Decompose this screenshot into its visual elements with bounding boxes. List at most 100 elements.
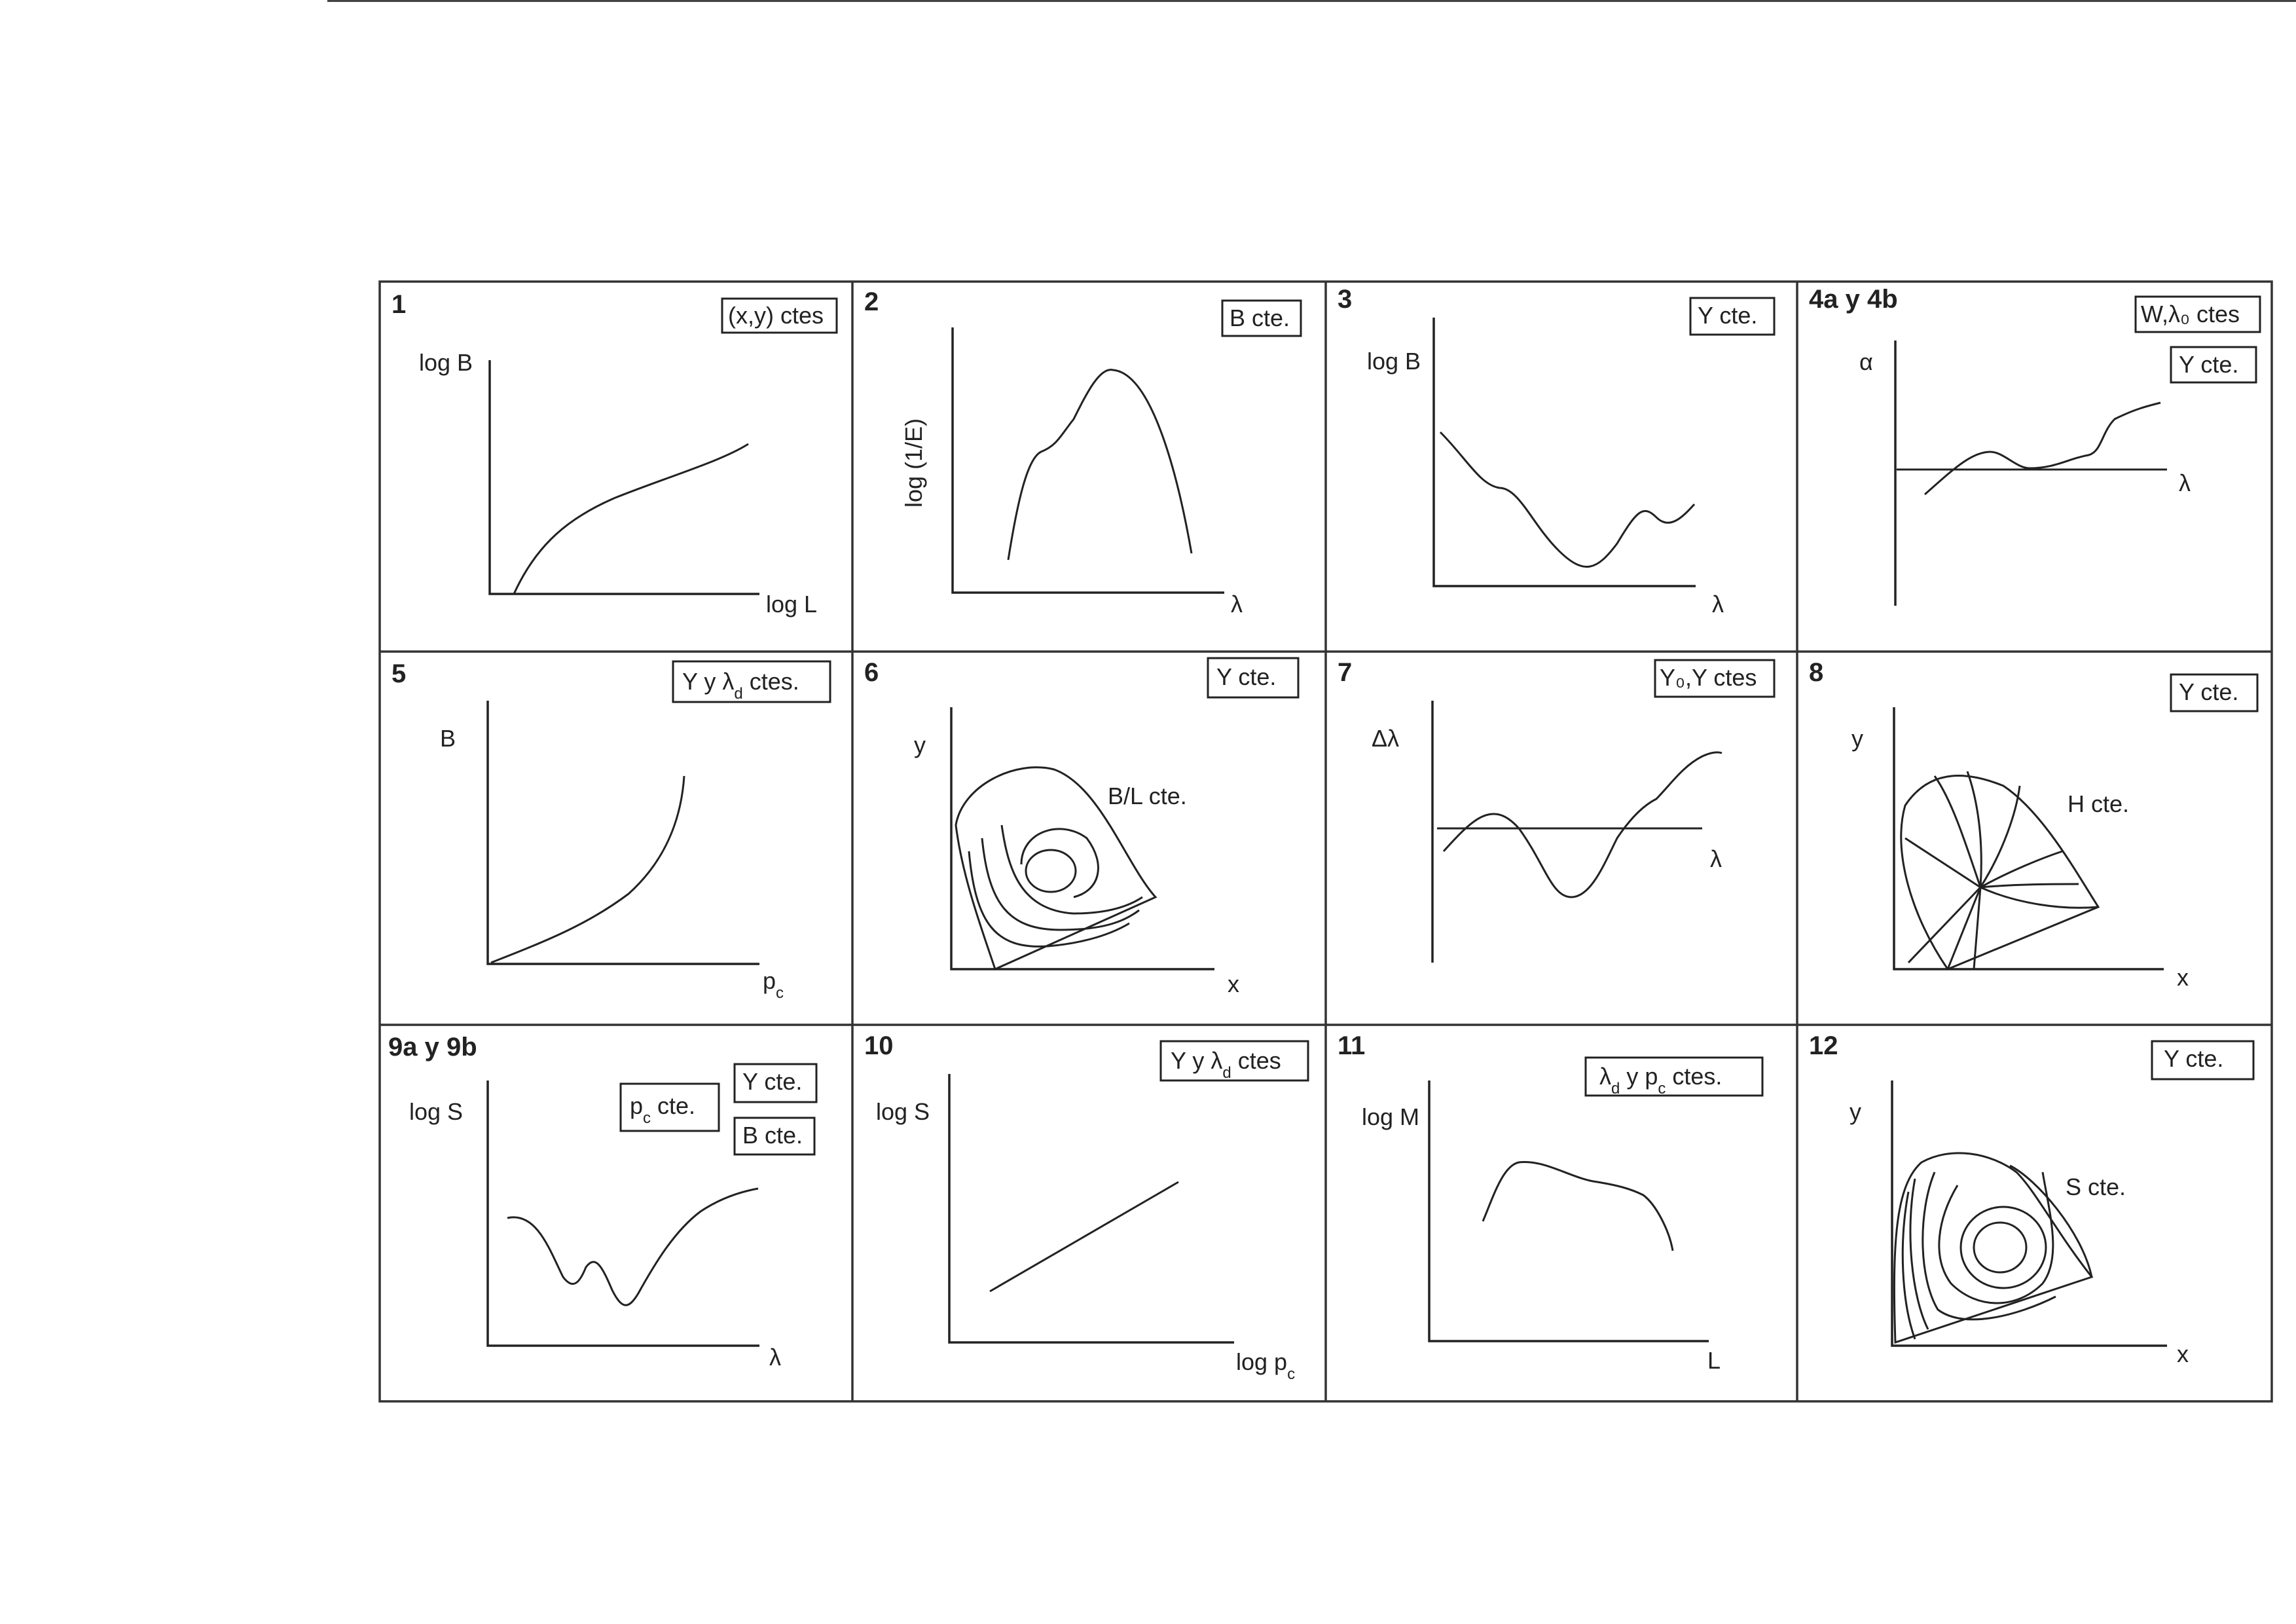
y-axis-label: log M — [1362, 1103, 1419, 1130]
x-axis-label: log pc — [1236, 1348, 1295, 1383]
contour-2 — [1020, 828, 1099, 898]
spectral-locus — [1900, 775, 2100, 970]
curve — [1482, 1160, 1674, 1251]
panel-number: 1 — [392, 290, 406, 319]
contour-3 — [1938, 1172, 2054, 1304]
axes — [486, 701, 759, 965]
panel-5: 5 Y y λd ctes. B pc — [392, 659, 831, 1002]
contour-1 — [1025, 849, 1077, 893]
contour-6 — [1901, 1191, 1916, 1340]
curve — [989, 1181, 1179, 1293]
x-axis-label: λ — [769, 1344, 781, 1371]
axes — [1891, 1080, 2167, 1347]
spectral-locus — [955, 766, 1157, 971]
condition-box — [1584, 1056, 1764, 1097]
y-axis-label: y — [1850, 1098, 1861, 1125]
y-axis-label: B — [440, 725, 456, 752]
condition-label-2: Y cte. — [2179, 351, 2238, 378]
axes — [1893, 707, 2164, 970]
contour-4 — [981, 838, 1140, 931]
curve — [1442, 751, 1722, 898]
condition-label: B cte. — [1230, 304, 1290, 331]
y-axis-label: α — [1859, 348, 1873, 375]
contour-3 — [1000, 824, 1143, 915]
axes — [948, 1074, 1234, 1344]
x-axis-label: λ — [1710, 845, 1722, 872]
curve-annotation: H cte. — [2068, 790, 2129, 817]
x-axis-label: log L — [766, 591, 817, 618]
curve — [490, 775, 685, 964]
panel-number: 4a y 4b — [1809, 285, 1898, 314]
condition-box — [2151, 1040, 2255, 1080]
y-axis-label: log B — [419, 349, 473, 376]
y-axis-label: log S — [876, 1098, 930, 1125]
contour-1 — [1973, 1221, 2028, 1274]
condition-box-1 — [2134, 295, 2261, 333]
hue-line-1 — [1946, 887, 1982, 970]
panel-7: 7 Y₀,Y ctes Δλ λ — [1338, 658, 1776, 963]
panel-3: 3 Y cte. log B λ — [1338, 285, 1776, 618]
hue-line-8 — [1980, 850, 2063, 889]
panel-11: 11 λd y pc ctes. log M L — [1338, 1031, 1764, 1374]
top-rule — [327, 0, 2296, 2]
spectral-locus — [1893, 1152, 2094, 1344]
condition-box — [1221, 299, 1302, 337]
x-axis-label: λ — [1231, 591, 1243, 618]
condition-label-2: Y cte. — [742, 1068, 802, 1095]
x-axis-label: x — [1228, 970, 1239, 997]
x-axis-label: λ — [2179, 470, 2191, 496]
x-axis-label: x — [2177, 1340, 2189, 1367]
curve-annotation: B/L cte. — [1108, 783, 1187, 809]
condition-box — [1654, 659, 1776, 698]
condition-label-1: pc cte. — [630, 1092, 695, 1127]
panel-12: 12 Y cte. y x S cte. — [1809, 1031, 2255, 1367]
condition-label: Y₀,Y ctes — [1660, 664, 1757, 691]
condition-box-3 — [733, 1116, 816, 1156]
grid-frame — [378, 280, 2273, 1403]
panel-number: 7 — [1338, 658, 1352, 687]
hue-line-10 — [1980, 886, 2099, 909]
curve — [1924, 401, 2161, 496]
condition-box — [1207, 657, 1300, 699]
condition-label: λd y pc ctes. — [1599, 1063, 1722, 1098]
axes — [488, 360, 759, 595]
y-axis-label: log (1/E) — [900, 418, 927, 507]
hue-line-6 — [1966, 771, 1982, 888]
condition-label: Y cte. — [1698, 302, 1757, 329]
x-axis-label: λ — [1712, 591, 1724, 618]
condition-box-1 — [619, 1082, 720, 1132]
axes — [1428, 1080, 1709, 1342]
y-axis-label: y — [914, 731, 926, 758]
contour-4 — [1922, 1172, 2056, 1321]
condition-box — [1689, 297, 1776, 336]
condition-box — [672, 660, 831, 703]
condition-label-1: W,λ₀ ctes — [2141, 301, 2240, 327]
panel-4: 4a y 4b W,λ₀ ctes Y cte. α λ — [1809, 285, 2261, 606]
contour-5 — [968, 851, 1130, 948]
condition-box — [2170, 673, 2259, 712]
curve — [1439, 431, 1696, 568]
contour-7 — [2009, 1164, 2093, 1278]
panel-number: 2 — [864, 287, 879, 316]
condition-label: Y cte. — [1216, 663, 1276, 690]
panel-number: 9a y 9b — [388, 1033, 477, 1061]
panel-10: 10 Y y λd ctes log S log pc — [864, 1031, 1309, 1383]
axes — [951, 327, 1224, 594]
axes — [950, 707, 1214, 970]
y-axis-label: Δλ — [1372, 725, 1399, 752]
panel-9: 9a y 9b pc cte. Y cte. B cte. log S λ — [388, 1033, 818, 1371]
panel-1: 1 (x,y) ctes log B log L — [392, 290, 838, 618]
hue-line-7 — [1979, 785, 2021, 888]
hue-line-4 — [1904, 837, 1981, 889]
axes — [1432, 318, 1696, 587]
panel-8: 8 Y cte. y x H cte. — [1809, 658, 2259, 991]
axes — [486, 1080, 759, 1347]
panel-number: 6 — [864, 658, 879, 687]
x-axis-label: L — [1707, 1347, 1721, 1374]
condition-label: Y y λd ctes. — [682, 668, 799, 703]
panel-number: 12 — [1809, 1031, 1838, 1060]
curve — [513, 443, 749, 595]
y-axis-label: log S — [409, 1098, 463, 1125]
condition-label: Y y λd ctes — [1171, 1047, 1281, 1082]
